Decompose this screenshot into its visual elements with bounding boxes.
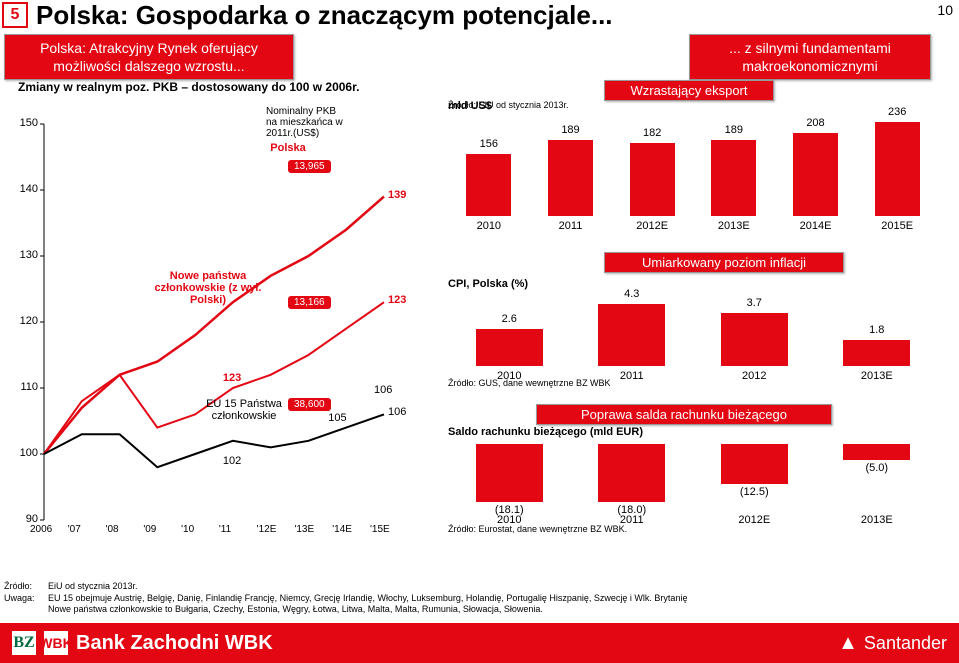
bar-category: 2010 <box>459 220 519 232</box>
point-label: 123 <box>223 372 241 384</box>
foot-note-label: Uwaga: <box>4 593 48 604</box>
bar-category: 2013E <box>704 220 764 232</box>
per-capita-pill: 13,965 <box>288 160 331 173</box>
x-tick: '11 <box>219 524 231 535</box>
page-number: 10 <box>937 2 953 18</box>
bar-category: 2010 <box>479 514 539 526</box>
ca-bar-chart: Saldo rachunku bieżącego (mld EUR) Źródł… <box>440 426 945 536</box>
santander-name: Santander <box>864 633 947 654</box>
foot-note: EU 15 obejmuje Austrię, Belgię, Danię, F… <box>48 593 687 603</box>
bar-value: 189 <box>706 124 762 136</box>
bar-value: 182 <box>624 127 680 139</box>
bar-category: 2012E <box>724 514 784 526</box>
foot-note2: Nowe państwa członkowskie to Bułgaria, C… <box>48 604 543 614</box>
bar <box>711 140 756 216</box>
bar <box>548 140 593 216</box>
y-tick: 140 <box>12 183 38 195</box>
x-tick: '13E <box>294 524 314 535</box>
bar <box>843 340 910 366</box>
subtitle-left: Polska: Atrakcyjny Rynek oferujący możli… <box>4 34 294 80</box>
x-tick: 2006 <box>30 524 52 535</box>
bar <box>476 444 543 502</box>
per-capita-pill: 13,166 <box>288 296 331 309</box>
bar <box>721 444 788 484</box>
bar-value: 189 <box>543 124 599 136</box>
cpi-y-title: CPI, Polska (%) <box>448 278 528 290</box>
series-end-label: 139 <box>388 189 406 201</box>
bar-value: 4.3 <box>604 288 660 300</box>
series-label: EU 15 Państwa członkowskie <box>184 398 304 422</box>
y-tick: 100 <box>12 447 38 459</box>
bar-value: 236 <box>869 106 925 118</box>
y-tick: 130 <box>12 249 38 261</box>
x-tick: '10 <box>181 524 194 535</box>
slide-number: 5 <box>2 2 28 28</box>
bar <box>843 444 910 460</box>
series-label: Nowe państwa członkowskie (z wył. Polski… <box>148 270 268 306</box>
bar-category: 2012 <box>724 370 784 382</box>
exports-bar-chart: mld US$ Źródło: EIU od stycznia 2013r. 1… <box>440 100 945 240</box>
x-tick: '14E <box>332 524 352 535</box>
brand-bar: BZ WBK Bank Zachodni WBK ▲ Santander <box>0 623 959 663</box>
subtitle-right: ... z silnymi fundamentami makroekonomic… <box>689 34 931 80</box>
y-tick: 150 <box>12 117 38 129</box>
x-tick: '12E <box>257 524 277 535</box>
bar <box>476 329 543 366</box>
x-tick: '09 <box>143 524 156 535</box>
bzwbk-logo-icon: BZ <box>12 631 36 655</box>
gdp-line-chart: 90100110120130140150 2006'07'08'09'10'11… <box>8 100 408 540</box>
bar <box>598 444 665 502</box>
x-tick: '08 <box>106 524 119 535</box>
bar-value: 3.7 <box>726 297 782 309</box>
footer-notes: Źródło:EiU od stycznia 2013r. Uwaga:EU 1… <box>4 581 944 615</box>
bar <box>793 133 838 216</box>
exports-title: Wzrastający eksport <box>604 80 774 101</box>
series-label: Polska <box>228 142 348 154</box>
bar-value: 1.8 <box>849 324 905 336</box>
bar-category: 2013E <box>847 370 907 382</box>
ca-y-title: Saldo rachunku bieżącego (mld EUR) <box>448 426 643 438</box>
bar-value: 208 <box>788 117 844 129</box>
foot-source-label: Źródło: <box>4 581 48 592</box>
y-tick: 120 <box>12 315 38 327</box>
bank-name: Bank Zachodni WBK <box>76 632 273 655</box>
bar-value: 156 <box>461 138 517 150</box>
series-end-label: 123 <box>388 294 406 306</box>
bar-category: 2012E <box>622 220 682 232</box>
point-label: 105 <box>328 412 346 424</box>
bar-category: 2014E <box>786 220 846 232</box>
gdp-chart-title: Zmiany w realnym poz. PKB – dostosowany … <box>18 80 359 94</box>
ca-title: Poprawa salda rachunku bieżącego <box>536 404 832 425</box>
bar <box>721 313 788 366</box>
y-tick: 110 <box>12 381 38 393</box>
bar-category: 2013E <box>847 514 907 526</box>
santander-flame-icon: ▲ <box>838 632 858 655</box>
bar <box>630 143 675 216</box>
bar <box>466 154 511 216</box>
bar-category: 2011 <box>541 220 601 232</box>
bar-value: (12.5) <box>726 486 782 498</box>
point-label: 106 <box>374 384 392 396</box>
series-end-label: 106 <box>388 406 406 418</box>
exports-source: Źródło: EIU od stycznia 2013r. <box>448 100 569 110</box>
slide-title: Polska: Gospodarka o znaczącym potencjal… <box>36 0 613 31</box>
bar-category: 2011 <box>602 370 662 382</box>
bar-category: 2015E <box>867 220 927 232</box>
bar-value: (5.0) <box>849 462 905 474</box>
bar <box>875 122 920 216</box>
x-tick: '15E <box>370 524 390 535</box>
wbk-logo-icon: WBK <box>44 631 68 655</box>
per-capita-pill: 38,600 <box>288 398 331 411</box>
gdp-line-svg <box>8 100 408 540</box>
bar-value: 2.6 <box>481 313 537 325</box>
bar-category: 2011 <box>602 514 662 526</box>
foot-source: EiU od stycznia 2013r. <box>48 581 138 591</box>
gdp-per-capita-label: Nominalny PKB na mieszkańca w 2011r.(US$… <box>266 106 343 139</box>
x-tick: '07 <box>68 524 81 535</box>
bar <box>598 304 665 366</box>
cpi-bar-chart: CPI, Polska (%) Źródło: GUS, dane wewnęt… <box>440 270 945 390</box>
point-label: 102 <box>223 455 241 467</box>
bar-category: 2010 <box>479 370 539 382</box>
